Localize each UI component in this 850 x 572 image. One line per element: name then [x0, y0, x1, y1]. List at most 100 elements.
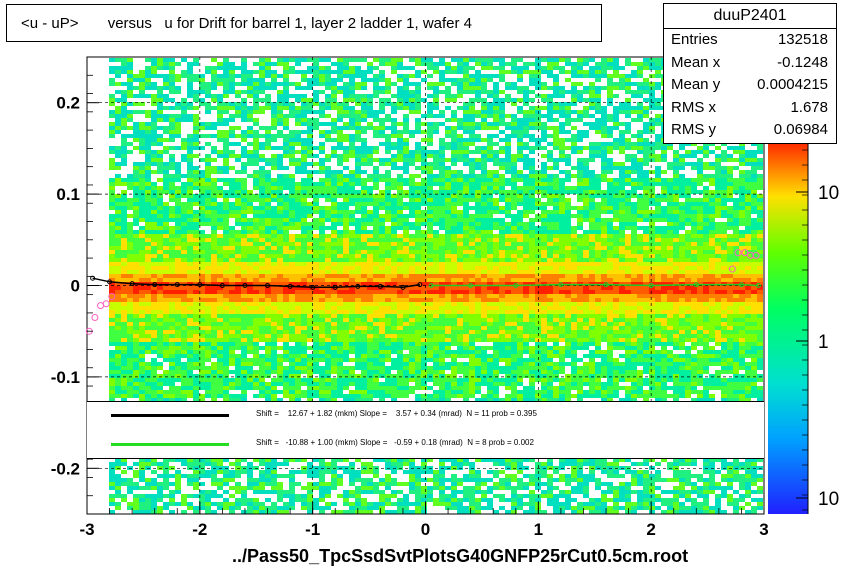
- heatmap-cell: [379, 322, 385, 326]
- heatmap-cell: [223, 118, 229, 122]
- heatmap-cell: [253, 122, 259, 126]
- heatmap-cell: [217, 314, 223, 318]
- heatmap-cell: [403, 382, 409, 386]
- heatmap-cell: [193, 106, 199, 110]
- heatmap-cell: [235, 378, 241, 382]
- heatmap-cell: [415, 370, 421, 374]
- heatmap-cell: [157, 274, 163, 278]
- heatmap-cell: [391, 494, 397, 498]
- heatmap-cell: [229, 150, 235, 154]
- heatmap-cell: [133, 130, 139, 134]
- heatmap-cell: [247, 290, 253, 294]
- heatmap-cell: [205, 82, 211, 86]
- heatmap-cell: [139, 330, 145, 334]
- heatmap-cell: [115, 222, 121, 226]
- heatmap-cell: [181, 394, 187, 398]
- heatmap-cell: [133, 174, 139, 178]
- heatmap-cell: [109, 298, 115, 302]
- heatmap-cell: [271, 214, 277, 218]
- heatmap-cell: [151, 190, 157, 194]
- heatmap-cell: [169, 370, 175, 374]
- heatmap-cell: [361, 138, 367, 142]
- heatmap-cell: [229, 310, 235, 314]
- heatmap-cell: [259, 62, 265, 66]
- heatmap-cell: [193, 114, 199, 118]
- heatmap-cell: [145, 174, 151, 178]
- heatmap-cell: [427, 154, 433, 158]
- heatmap-cell: [277, 114, 283, 118]
- heatmap-cell: [199, 234, 205, 238]
- heatmap-cell: [217, 358, 223, 362]
- heatmap-cell: [175, 218, 181, 222]
- heatmap-cell: [223, 70, 229, 74]
- heatmap-cell: [349, 378, 355, 382]
- heatmap-cell: [187, 286, 193, 290]
- heatmap-cell: [235, 230, 241, 234]
- heatmap-cell: [235, 310, 241, 314]
- heatmap-cell: [319, 326, 325, 330]
- heatmap-cell: [241, 118, 247, 122]
- heatmap-cell: [151, 170, 157, 174]
- heatmap-cell: [361, 322, 367, 326]
- heatmap-cell: [331, 90, 337, 94]
- heatmap-cell: [199, 242, 205, 246]
- heatmap-cell: [145, 274, 151, 278]
- heatmap-cell: [373, 482, 379, 486]
- heatmap-cell: [361, 366, 367, 370]
- heatmap-cell: [343, 510, 349, 514]
- heatmap-cell: [373, 150, 379, 154]
- heatmap-cell: [367, 366, 373, 370]
- heatmap-cell: [409, 282, 415, 286]
- heatmap-cell: [175, 490, 181, 494]
- heatmap-cell: [109, 254, 115, 258]
- heatmap-cell: [307, 486, 313, 490]
- heatmap-cell: [199, 266, 205, 270]
- heatmap-cell: [307, 506, 313, 510]
- heatmap-cell: [223, 198, 229, 202]
- heatmap-cell: [247, 286, 253, 290]
- heatmap-cell: [295, 70, 301, 74]
- heatmap-cell: [379, 314, 385, 318]
- heatmap-cell: [331, 398, 337, 402]
- heatmap-cell: [139, 334, 145, 338]
- heatmap-cell: [115, 274, 121, 278]
- heatmap-cell: [271, 394, 277, 398]
- heatmap-cell: [415, 494, 421, 498]
- heatmap-cell: [295, 234, 301, 238]
- heatmap-cell: [259, 370, 265, 374]
- heatmap-cell: [337, 62, 343, 66]
- heatmap-cell: [415, 166, 421, 170]
- heatmap-cell: [253, 350, 259, 354]
- heatmap-cell: [205, 166, 211, 170]
- heatmap-cell: [331, 282, 337, 286]
- heatmap-cell: [187, 206, 193, 210]
- heatmap-cell: [355, 238, 361, 242]
- heatmap-cell: [241, 310, 247, 314]
- heatmap-cell: [313, 234, 319, 238]
- heatmap-cell: [313, 82, 319, 86]
- heatmap-cell: [391, 106, 397, 110]
- heatmap-cell: [265, 178, 271, 182]
- heatmap-cell: [133, 134, 139, 138]
- heatmap-cell: [175, 294, 181, 298]
- heatmap-cell: [121, 354, 127, 358]
- heatmap-cell: [397, 498, 403, 502]
- heatmap-cell: [289, 474, 295, 478]
- heatmap-cell: [115, 118, 121, 122]
- heatmap-cell: [349, 170, 355, 174]
- heatmap-cell: [145, 394, 151, 398]
- heatmap-cell: [187, 378, 193, 382]
- heatmap-cell: [265, 258, 271, 262]
- heatmap-cell: [331, 290, 337, 294]
- heatmap-cell: [259, 474, 265, 478]
- heatmap-cell: [139, 498, 145, 502]
- heatmap-cell: [169, 474, 175, 478]
- heatmap-cell: [361, 70, 367, 74]
- heatmap-cell: [277, 494, 283, 498]
- heatmap-cell: [373, 354, 379, 358]
- heatmap-cell: [307, 110, 313, 114]
- heatmap-cell: [331, 170, 337, 174]
- heatmap-cell: [379, 90, 385, 94]
- heatmap-cell: [127, 342, 133, 346]
- heatmap-cell: [163, 326, 169, 330]
